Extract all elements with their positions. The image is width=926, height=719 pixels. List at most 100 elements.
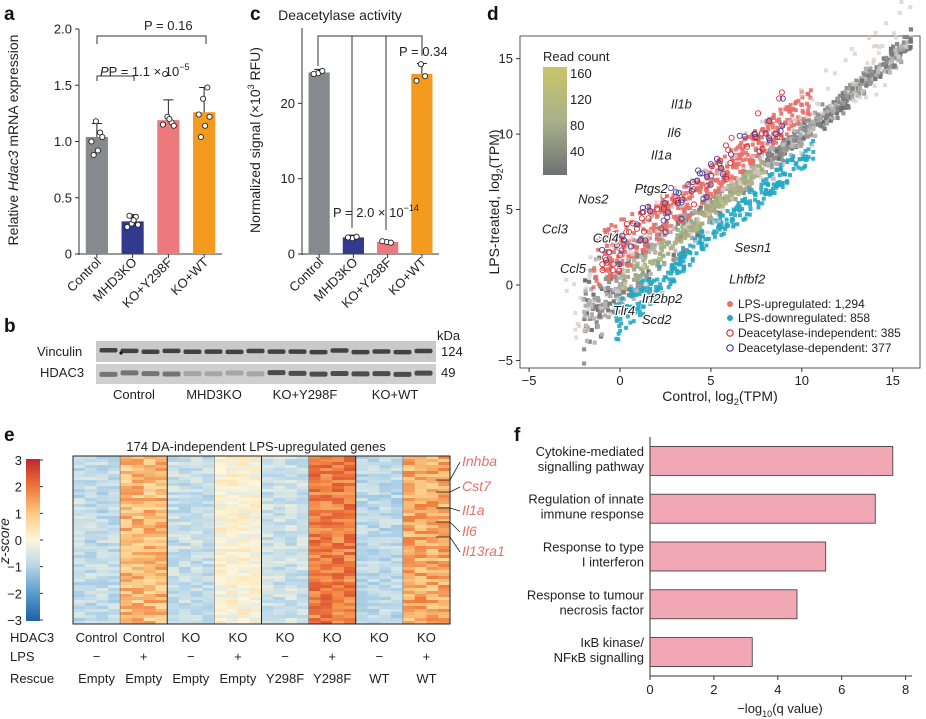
heatmap-cell (143, 603, 156, 607)
up-cell (765, 141, 770, 146)
heatmap-cell (296, 471, 309, 475)
density-cell (797, 140, 802, 145)
density-cell (688, 228, 693, 233)
heatmap-cell (131, 540, 144, 544)
heatmap-cell (155, 618, 168, 622)
up-cell (735, 156, 740, 161)
down-cell (674, 268, 679, 273)
density-cell (843, 89, 848, 94)
heatmap-cell (296, 462, 309, 466)
heatmap-cell (179, 594, 192, 598)
up-cell (624, 243, 629, 248)
heatmap-cell (285, 609, 298, 613)
heatmap-cell (249, 579, 262, 583)
heatmap-cell (108, 471, 121, 475)
heatmap-cell (214, 591, 227, 595)
outlier-cell (863, 95, 868, 100)
panel-letter-a: a (4, 4, 15, 25)
down-cell (761, 196, 766, 201)
heatmap-cell (190, 456, 203, 460)
heatmap-cell (414, 462, 427, 466)
density-cell (684, 248, 690, 254)
condition-rescue: WT (369, 671, 389, 686)
heatmap-cell (84, 612, 97, 616)
down-cell (721, 231, 726, 236)
panel-f-xtick-label: 8 (902, 682, 909, 697)
down-cell (646, 279, 651, 284)
gene-circle (736, 132, 743, 139)
condition-rescue: Empty (125, 671, 162, 686)
heatmap-cell (249, 603, 262, 607)
outlier-cell (860, 90, 865, 95)
heatmap-cell (414, 516, 427, 520)
heatmap-cell (320, 615, 333, 619)
density-cell (841, 111, 846, 116)
heatmap-cell (355, 621, 368, 625)
heatmap-cell (285, 594, 298, 598)
outlier-cell (693, 239, 698, 244)
down-cell (771, 186, 776, 191)
heatmap-cell (402, 531, 415, 535)
density-cell (888, 46, 894, 51)
density-cell (583, 278, 588, 283)
colorbar-tick-160: 160 (570, 66, 592, 81)
heatmap-cell (214, 552, 227, 556)
outlier-cell (705, 199, 710, 204)
down-cell (629, 287, 634, 292)
up-cell (620, 258, 625, 263)
heatmap-cell (402, 480, 415, 484)
heatmap-cell (237, 507, 251, 511)
heatmap-cell (179, 582, 192, 586)
heatmap-cell (155, 498, 168, 502)
heatmap-cell (426, 495, 439, 499)
heatmap-cell (237, 612, 251, 616)
heatmap-cell (131, 594, 144, 598)
heatmap-cell (179, 525, 192, 529)
hdac3-band (225, 370, 244, 376)
heatmap-cell (179, 612, 192, 616)
heatmap-cell (73, 462, 86, 466)
heatmap-cell (379, 519, 392, 523)
heatmap-cell (308, 465, 321, 469)
up-cell (684, 191, 689, 196)
outlier-cell (638, 254, 643, 259)
heatmap-cell (120, 468, 133, 472)
heatmap-cell (414, 597, 427, 601)
up-cell (664, 208, 669, 213)
heatmap-cell (108, 573, 121, 577)
up-cell (750, 142, 755, 147)
density-cell (606, 285, 611, 290)
heatmap-cell (96, 597, 109, 601)
heatmap-cell (320, 519, 333, 523)
heatmap-cell (261, 612, 274, 616)
heatmap-cell (308, 477, 321, 481)
heatmap-cell (226, 618, 239, 622)
density-cell (882, 61, 887, 67)
heatmap-cell (414, 612, 427, 616)
heatmap-cell (391, 468, 404, 472)
heatmap-cell (237, 495, 251, 499)
heatmap-cell (179, 597, 192, 601)
heatmap-cell (84, 498, 97, 502)
heatmap-cell (155, 537, 168, 541)
heatmap-cell (379, 612, 392, 616)
heatmap-cell (296, 609, 309, 613)
heatmap-cell (402, 549, 415, 553)
blot-label-hdac3: HDAC3 (40, 365, 84, 380)
up-cell (648, 210, 653, 215)
up-cell (698, 190, 703, 195)
outlier-cell (880, 43, 885, 48)
heatmap-cell (214, 474, 227, 478)
up-cell (594, 238, 599, 243)
heatmap-cell (179, 477, 192, 481)
heatmap-cell (179, 501, 192, 505)
heatmap-cell (426, 573, 439, 577)
down-cell (732, 213, 737, 218)
heatmap-cell (355, 618, 368, 622)
heatmap-cell (226, 549, 239, 553)
heatmap-cell (438, 576, 451, 580)
heatmap-cell (143, 489, 156, 493)
heatmap-cell (214, 576, 227, 580)
down-cell (639, 287, 644, 292)
density-cell (597, 310, 602, 315)
